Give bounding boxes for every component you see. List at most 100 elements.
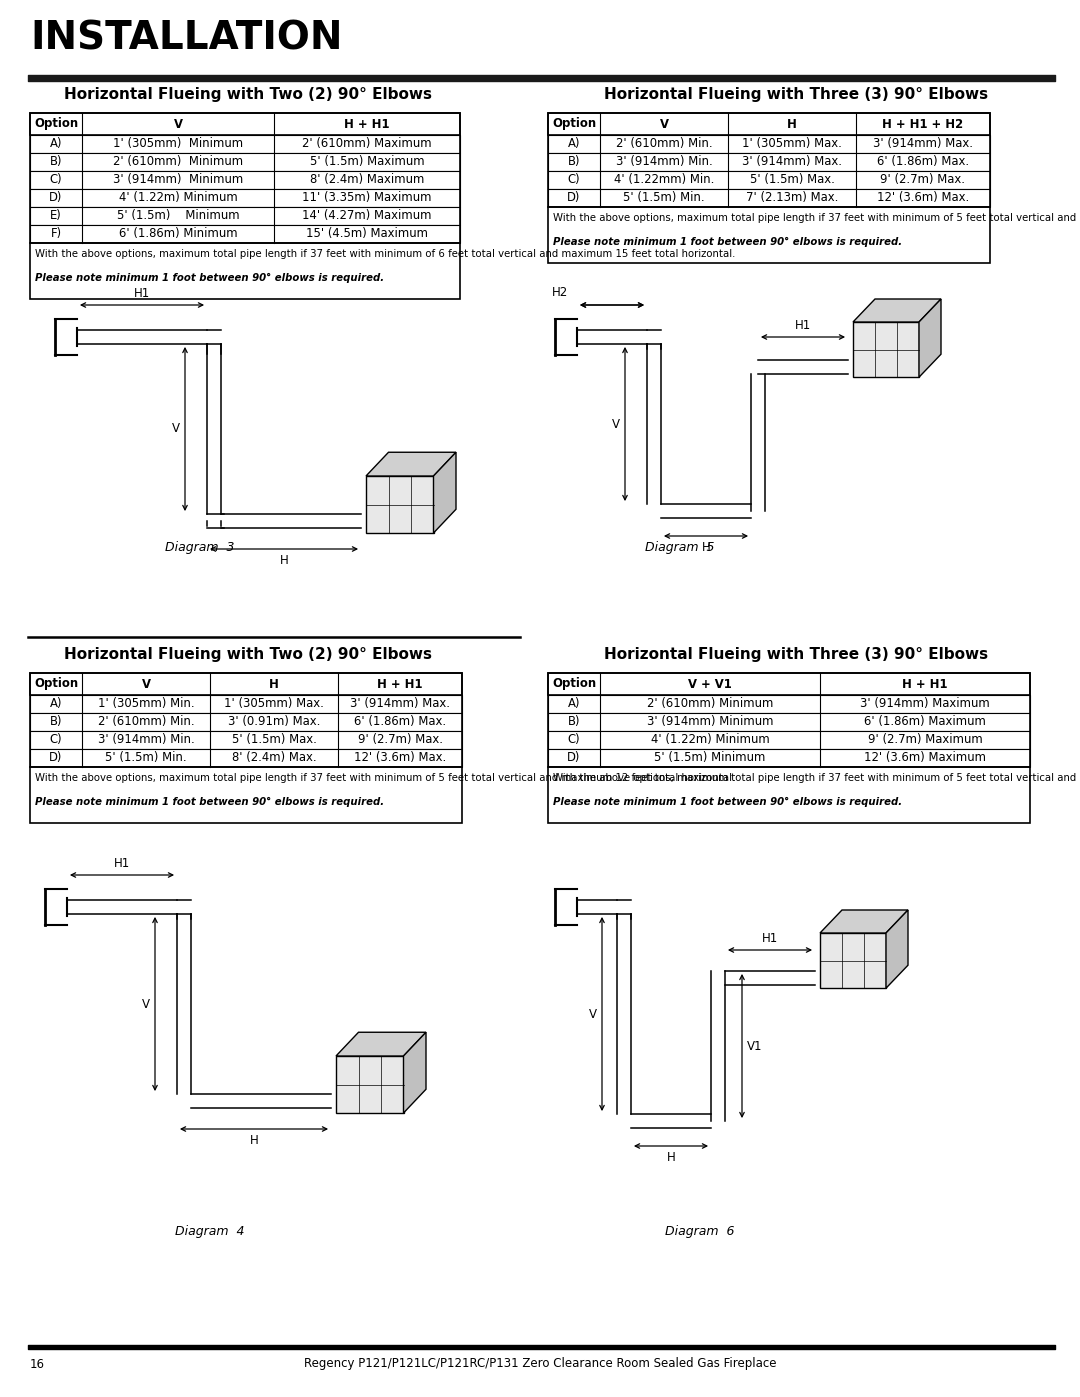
Text: A): A) [568, 697, 580, 711]
Text: With the above options, maximum total pipe length if 37 feet with minimum of 5 f: With the above options, maximum total pi… [553, 773, 1080, 782]
Text: Option: Option [552, 678, 596, 690]
Text: 6' (1.86m) Minimum: 6' (1.86m) Minimum [119, 228, 238, 240]
Text: D): D) [567, 191, 581, 204]
Text: H2: H2 [552, 286, 568, 299]
Text: 3' (914mm) Min.: 3' (914mm) Min. [616, 155, 713, 169]
Text: 15' (4.5m) Maximum: 15' (4.5m) Maximum [306, 228, 428, 240]
Polygon shape [404, 1032, 426, 1113]
Text: 6' (1.86m) Maximum: 6' (1.86m) Maximum [864, 715, 986, 728]
Text: H: H [269, 678, 279, 690]
Text: 8' (2.4m) Max.: 8' (2.4m) Max. [232, 752, 316, 764]
Text: H1: H1 [761, 932, 778, 944]
Text: F): F) [51, 228, 62, 240]
Bar [30, 113, 460, 136]
Bar [336, 1056, 404, 1113]
Text: H1: H1 [134, 286, 150, 300]
Bar [548, 767, 1030, 823]
Text: Diagram  3: Diagram 3 [165, 541, 234, 553]
Text: 8' (2.4m) Maximum: 8' (2.4m) Maximum [310, 173, 424, 187]
Bar [30, 673, 462, 694]
Text: H + H1: H + H1 [345, 117, 390, 130]
Text: 12' (3.6m) Max.: 12' (3.6m) Max. [354, 752, 446, 764]
Text: 6' (1.86m) Max.: 6' (1.86m) Max. [877, 155, 969, 169]
Text: B): B) [50, 715, 63, 728]
Text: D): D) [567, 752, 581, 764]
Text: Please note minimum 1 foot between 90° elbows is required.: Please note minimum 1 foot between 90° e… [553, 798, 902, 807]
Text: B): B) [568, 155, 580, 169]
Text: With the above options, maximum total pipe length if 37 feet with minimum of 5 f: With the above options, maximum total pi… [35, 773, 735, 782]
Text: 4' (1.22m) Minimum: 4' (1.22m) Minimum [119, 191, 238, 204]
Text: H + H1 + H2: H + H1 + H2 [882, 117, 963, 130]
Text: 4' (1.22mm) Min.: 4' (1.22mm) Min. [613, 173, 714, 187]
Text: 3' (0.91m) Max.: 3' (0.91m) Max. [228, 715, 320, 728]
Text: A): A) [50, 697, 63, 711]
Bar [548, 154, 990, 170]
Text: H1: H1 [795, 319, 811, 332]
Text: 6' (1.86m) Max.: 6' (1.86m) Max. [354, 715, 446, 728]
Text: V: V [172, 422, 180, 436]
Bar [30, 189, 460, 207]
Text: Regency P121/P121LC/P121RC/P131 Zero Clearance Room Sealed Gas Fireplace: Regency P121/P121LC/P121RC/P131 Zero Cle… [303, 1358, 777, 1370]
Text: 11' (3.35m) Maximum: 11' (3.35m) Maximum [302, 191, 432, 204]
Bar [548, 207, 990, 263]
Text: 5' (1.5m) Minimum: 5' (1.5m) Minimum [654, 752, 766, 764]
Bar [548, 170, 990, 189]
Bar [548, 731, 1030, 749]
Text: H: H [249, 1134, 258, 1147]
Text: 1' (305mm)  Minimum: 1' (305mm) Minimum [113, 137, 243, 151]
Bar [548, 113, 990, 207]
Bar [30, 136, 460, 154]
Text: 3' (914mm) Max.: 3' (914mm) Max. [873, 137, 973, 151]
Text: V: V [589, 1007, 597, 1020]
Text: 2' (610mm) Min.: 2' (610mm) Min. [97, 715, 194, 728]
Text: H + H1: H + H1 [377, 678, 422, 690]
Polygon shape [886, 909, 908, 988]
Text: E): E) [50, 210, 62, 222]
Text: 5' (1.5m) Max.: 5' (1.5m) Max. [231, 733, 316, 746]
Text: 3' (914mm) Max.: 3' (914mm) Max. [742, 155, 842, 169]
Text: Option: Option [33, 117, 78, 130]
Text: Diagram  4: Diagram 4 [175, 1225, 245, 1239]
Text: 14' (4.27m) Maximum: 14' (4.27m) Maximum [302, 210, 432, 222]
Text: 12' (3.6m) Maximum: 12' (3.6m) Maximum [864, 752, 986, 764]
Bar [30, 673, 462, 767]
Bar [548, 673, 1030, 694]
Bar [548, 136, 990, 154]
Text: V: V [612, 418, 620, 430]
Bar [30, 243, 460, 299]
Text: Horizontal Flueing with Two (2) 90° Elbows: Horizontal Flueing with Two (2) 90° Elbo… [64, 647, 432, 662]
Bar [548, 712, 1030, 731]
Text: C): C) [568, 733, 580, 746]
Text: 16: 16 [30, 1358, 45, 1370]
Polygon shape [853, 299, 941, 321]
Bar [30, 113, 460, 243]
Text: Horizontal Flueing with Three (3) 90° Elbows: Horizontal Flueing with Three (3) 90° El… [604, 88, 988, 102]
Text: Please note minimum 1 foot between 90° elbows is required.: Please note minimum 1 foot between 90° e… [35, 272, 384, 284]
Text: 5' (1.5m) Min.: 5' (1.5m) Min. [623, 191, 705, 204]
Bar [30, 207, 460, 225]
Polygon shape [366, 453, 456, 476]
Polygon shape [820, 909, 908, 933]
Text: Diagram  6: Diagram 6 [665, 1225, 734, 1239]
Text: H: H [280, 555, 288, 567]
Text: With the above options, maximum total pipe length if 37 feet with minimum of 5 f: With the above options, maximum total pi… [553, 212, 1080, 224]
Text: B): B) [568, 715, 580, 728]
Bar [548, 673, 1030, 767]
Text: 3' (914mm) Min.: 3' (914mm) Min. [97, 733, 194, 746]
Text: 5' (1.5m)    Minimum: 5' (1.5m) Minimum [117, 210, 240, 222]
Text: C): C) [50, 733, 63, 746]
Text: V: V [174, 117, 183, 130]
Text: 7' (2.13m) Max.: 7' (2.13m) Max. [746, 191, 838, 204]
Bar [853, 321, 919, 377]
Text: Please note minimum 1 foot between 90° elbows is required.: Please note minimum 1 foot between 90° e… [35, 798, 384, 807]
Text: 5' (1.5m) Min.: 5' (1.5m) Min. [105, 752, 187, 764]
Text: Option: Option [33, 678, 78, 690]
Text: 3' (914mm) Maximum: 3' (914mm) Maximum [860, 697, 990, 711]
Text: V: V [141, 997, 150, 1010]
Bar [820, 933, 886, 988]
Text: C): C) [568, 173, 580, 187]
Bar [548, 749, 1030, 767]
Polygon shape [336, 1032, 426, 1056]
Text: 1' (305mm) Max.: 1' (305mm) Max. [742, 137, 842, 151]
Text: 3' (914mm)  Minimum: 3' (914mm) Minimum [113, 173, 243, 187]
